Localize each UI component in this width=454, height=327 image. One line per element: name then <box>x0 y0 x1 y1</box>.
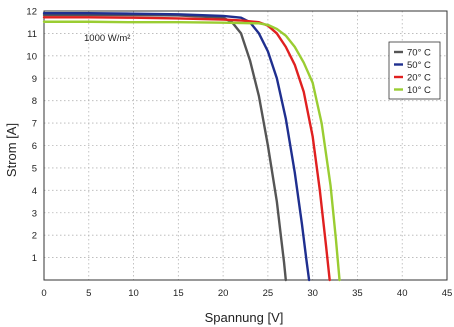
x-tick-label: 25 <box>263 288 274 299</box>
y-tick-label: 3 <box>32 208 37 219</box>
y-tick-label: 1 <box>32 253 37 264</box>
x-tick-label: 20 <box>218 288 229 299</box>
legend-label: 10° C <box>407 85 431 96</box>
x-tick-label: 30 <box>307 288 318 299</box>
y-tick-label: 4 <box>32 186 37 197</box>
legend-label: 70° C <box>407 48 431 59</box>
y-tick-label: 6 <box>32 141 37 152</box>
series-line-2 <box>42 16 331 282</box>
series-line-3 <box>42 20 341 282</box>
y-tick-label: 9 <box>32 74 37 85</box>
x-tick-label: 15 <box>173 288 184 299</box>
x-tick-label: 10 <box>128 288 139 299</box>
legend-label: 50° C <box>407 60 431 71</box>
y-axis-label: Strom [A] <box>4 123 19 177</box>
x-tick-label: 5 <box>86 288 91 299</box>
x-tick-label: 35 <box>352 288 363 299</box>
series-group <box>42 12 341 282</box>
legend-label: 20° C <box>407 73 431 84</box>
plot-frame <box>43 10 448 281</box>
grid <box>43 10 448 280</box>
y-tick-label: 11 <box>27 29 37 40</box>
y-tick-label: 12 <box>26 7 37 18</box>
x-tick-label: 40 <box>397 288 408 299</box>
x-tick-label: 45 <box>442 288 453 299</box>
irradiance-annotation: 1000 W/m² <box>84 33 130 44</box>
x-axis-label: Spannung [V] <box>205 310 284 325</box>
legend: 70° C50° C 20° C10° C <box>388 41 441 100</box>
y-tick-label: 7 <box>32 119 37 130</box>
series-line-1 <box>42 12 311 282</box>
y-tick-label: 5 <box>32 163 37 174</box>
y-tick-label: 10 <box>26 51 37 62</box>
x-tick-label: 0 <box>41 288 46 299</box>
y-tick-label: 2 <box>32 231 37 242</box>
y-tick-label: 8 <box>32 96 37 107</box>
series-line-0 <box>42 13 287 282</box>
